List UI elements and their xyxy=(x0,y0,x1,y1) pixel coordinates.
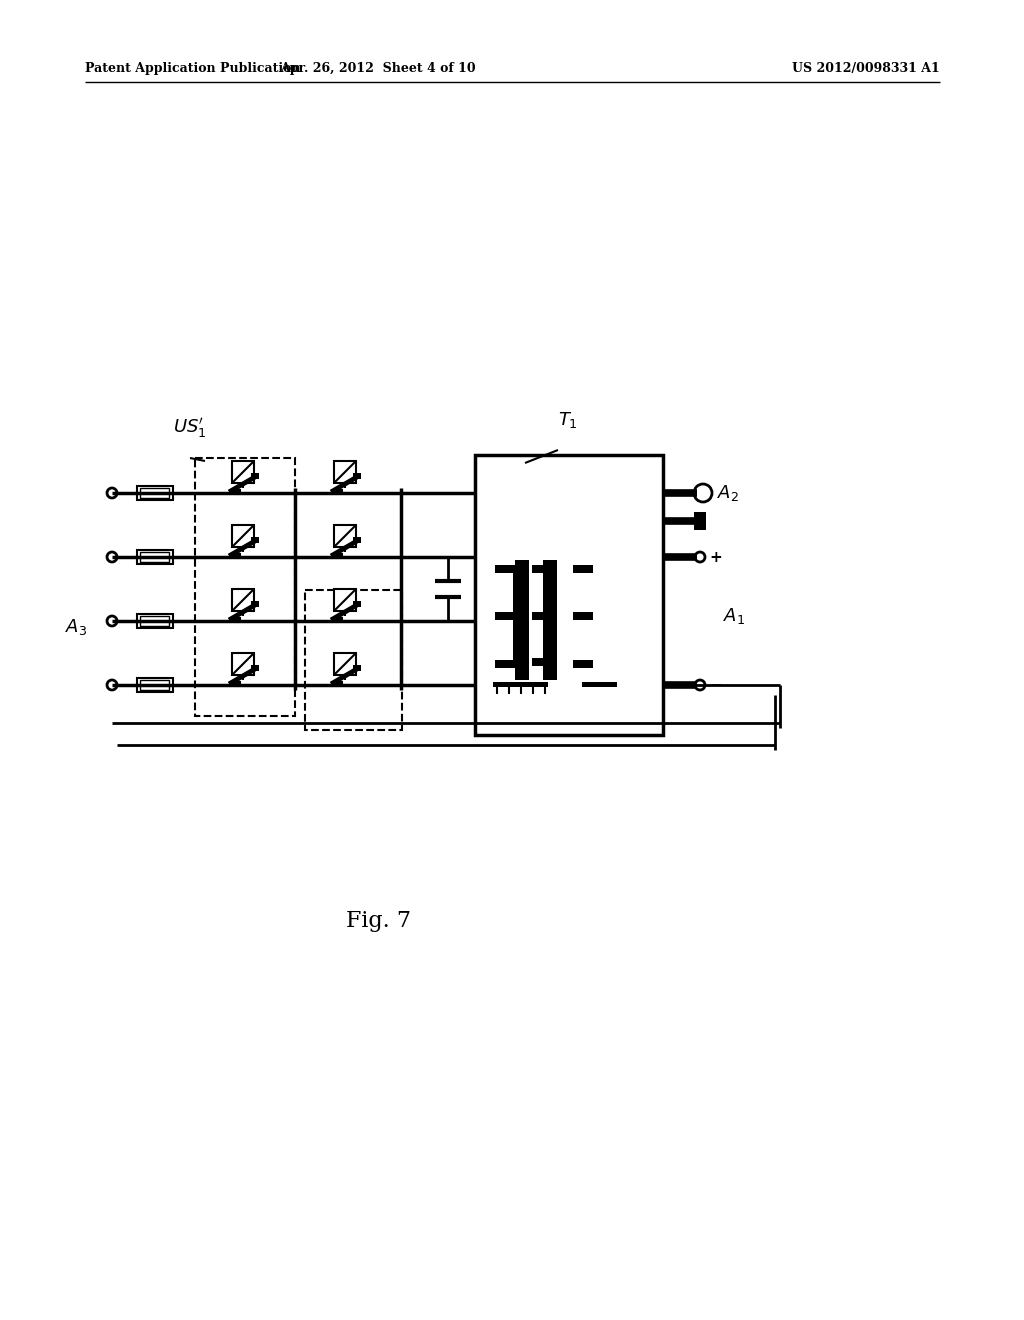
Bar xyxy=(513,565,523,665)
Bar xyxy=(694,512,706,531)
Bar xyxy=(529,560,532,680)
Bar xyxy=(251,473,259,479)
Bar xyxy=(229,553,241,558)
Bar xyxy=(137,550,173,564)
Bar xyxy=(331,488,343,495)
Bar xyxy=(305,590,402,730)
Bar xyxy=(495,565,515,573)
Bar xyxy=(140,488,169,498)
Bar xyxy=(232,525,254,546)
Text: Apr. 26, 2012  Sheet 4 of 10: Apr. 26, 2012 Sheet 4 of 10 xyxy=(281,62,476,75)
Bar xyxy=(251,537,259,543)
Bar xyxy=(334,525,356,546)
Bar xyxy=(515,560,529,680)
Bar xyxy=(229,681,241,686)
Text: $A_3$: $A_3$ xyxy=(65,616,87,638)
Bar xyxy=(251,601,259,607)
Bar xyxy=(353,537,361,543)
Bar xyxy=(137,678,173,692)
Bar xyxy=(513,565,553,573)
Text: $A_2$: $A_2$ xyxy=(717,483,739,503)
Bar xyxy=(229,488,241,495)
Bar xyxy=(493,682,548,686)
Bar xyxy=(334,589,356,611)
Circle shape xyxy=(694,484,712,502)
Bar xyxy=(140,680,169,690)
Bar xyxy=(140,552,169,562)
Bar xyxy=(573,612,593,620)
Text: Patent Application Publication: Patent Application Publication xyxy=(85,62,300,75)
Bar xyxy=(331,616,343,623)
Circle shape xyxy=(106,488,117,498)
Bar xyxy=(137,486,173,500)
Bar xyxy=(140,616,169,626)
Bar xyxy=(582,682,617,686)
Circle shape xyxy=(106,616,117,626)
Bar xyxy=(353,473,361,479)
Text: Fig. 7: Fig. 7 xyxy=(345,909,411,932)
Circle shape xyxy=(106,552,117,562)
Bar xyxy=(334,653,356,675)
Bar xyxy=(331,681,343,686)
Bar xyxy=(573,565,593,573)
Bar xyxy=(232,461,254,483)
Bar xyxy=(251,665,259,671)
Text: +: + xyxy=(709,550,722,565)
Bar xyxy=(195,458,295,715)
Bar xyxy=(543,560,557,680)
Bar xyxy=(495,660,515,668)
Bar xyxy=(232,653,254,675)
Bar xyxy=(353,665,361,671)
Bar xyxy=(137,614,173,628)
Bar xyxy=(334,461,356,483)
Text: $US_1'$: $US_1'$ xyxy=(173,416,207,440)
Circle shape xyxy=(106,680,117,690)
Bar xyxy=(229,616,241,623)
Circle shape xyxy=(695,552,705,562)
Bar xyxy=(573,660,593,668)
Text: US 2012/0098331 A1: US 2012/0098331 A1 xyxy=(793,62,940,75)
Bar xyxy=(495,612,515,620)
Text: $T_1$: $T_1$ xyxy=(558,411,578,430)
Bar xyxy=(353,601,361,607)
Bar xyxy=(475,455,663,735)
Text: −: − xyxy=(709,678,722,693)
Bar xyxy=(331,553,343,558)
Text: $A_1$: $A_1$ xyxy=(723,606,745,626)
Bar xyxy=(513,657,553,667)
Bar xyxy=(513,612,553,620)
Circle shape xyxy=(695,680,705,690)
Bar xyxy=(232,589,254,611)
